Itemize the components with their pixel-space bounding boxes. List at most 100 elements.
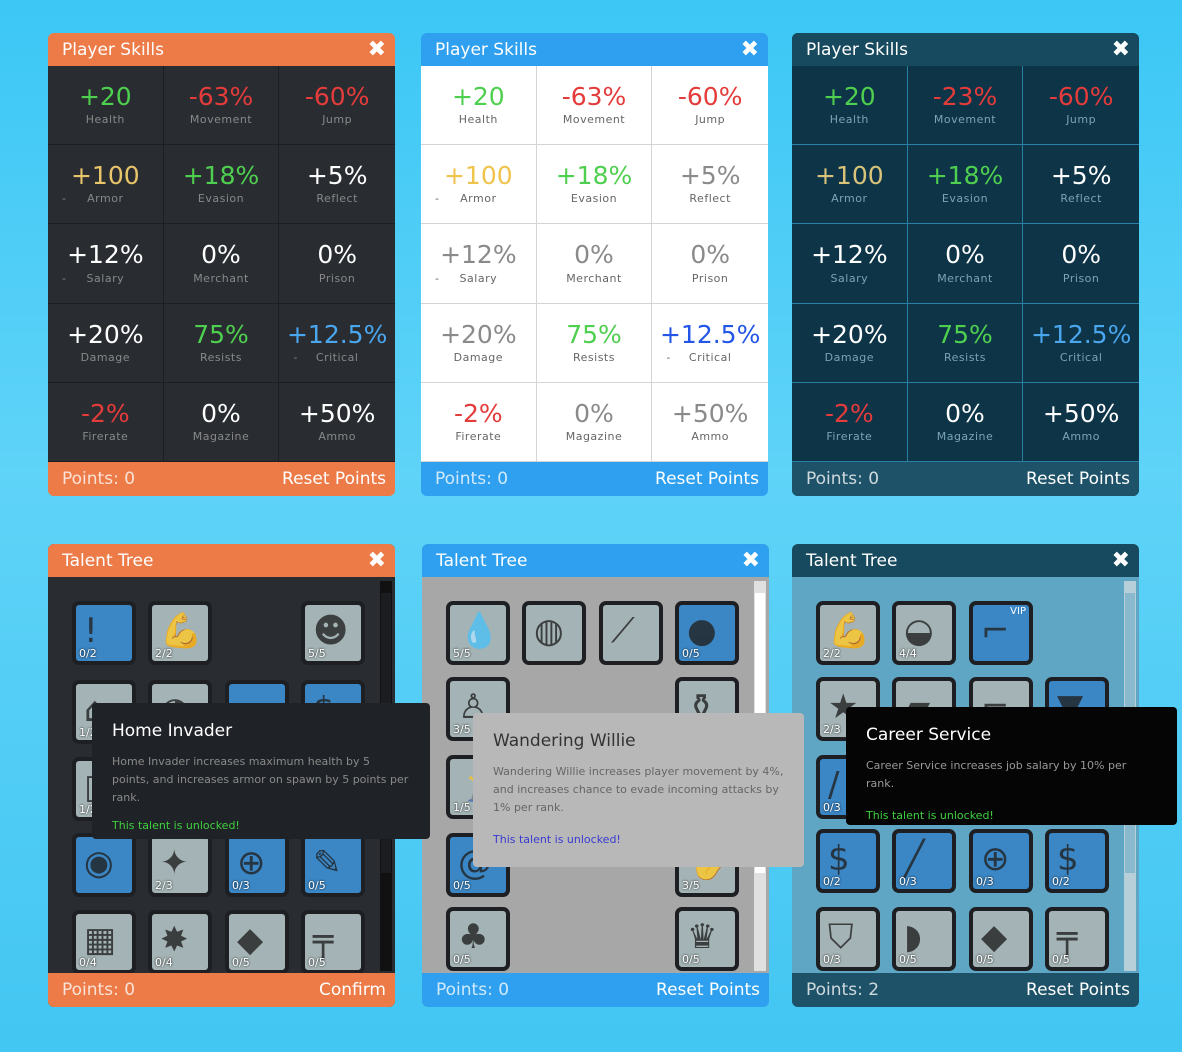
stones-icon[interactable]: ● 0/5 bbox=[675, 601, 739, 665]
skill-cell[interactable]: +5% Reflect bbox=[279, 145, 395, 225]
skill-cell[interactable]: -63% Movement bbox=[163, 66, 280, 146]
skill-cell[interactable]: 0% Merchant bbox=[163, 224, 280, 304]
blood-drops-icon[interactable]: 💧 5/5 bbox=[446, 601, 510, 665]
skill-cell[interactable]: +20% Damage bbox=[48, 303, 164, 383]
skill-cell[interactable]: +12.5% Critical - bbox=[279, 304, 395, 383]
crown-icon[interactable]: ♛ 0/5 bbox=[675, 907, 739, 971]
skill-cell[interactable]: +5% Reflect bbox=[1023, 145, 1139, 225]
bullet-tag-icon[interactable]: ◆ 0/5 bbox=[225, 910, 289, 973]
skill-cell[interactable]: +50% Ammo bbox=[279, 383, 395, 462]
skill-cell[interactable]: 75% Resists bbox=[907, 303, 1024, 383]
decrease-button[interactable]: - bbox=[62, 192, 66, 206]
army-shield-icon[interactable]: ⛉ 0/3 bbox=[816, 907, 880, 971]
skill-cell[interactable]: 75% Resists bbox=[163, 303, 280, 383]
reset-points-button[interactable]: Reset Points bbox=[656, 980, 760, 1000]
skill-cell[interactable]: +18% Evasion bbox=[163, 145, 280, 225]
reset-points-button[interactable]: Reset Points bbox=[1026, 469, 1130, 489]
muscle-arm-icon[interactable]: 💪 2/2 bbox=[816, 601, 880, 665]
skill-cell[interactable]: -2% Firerate bbox=[48, 382, 164, 462]
brick-wall-runner-icon[interactable]: ▦ 0/4 bbox=[72, 910, 136, 973]
confirm-button[interactable]: Confirm bbox=[318, 980, 386, 1000]
decrease-button[interactable]: - bbox=[666, 350, 671, 364]
skill-cell[interactable]: +12% Salary - bbox=[48, 224, 164, 304]
masked-robber-icon[interactable]: ☻ 5/5 bbox=[301, 601, 365, 665]
close-icon[interactable]: ✖ bbox=[741, 547, 760, 573]
muscle-arm-icon[interactable]: 💪 2/2 bbox=[148, 601, 212, 665]
skill-cell[interactable]: -60% Jump bbox=[1023, 66, 1139, 146]
assault-rifle-icon[interactable]: ╤ 0/5 bbox=[301, 910, 365, 973]
skill-cell[interactable]: +12.5% Critical - bbox=[652, 304, 768, 383]
skill-cell[interactable]: -60% Jump bbox=[652, 66, 768, 146]
skill-cell[interactable]: +12.5% Critical bbox=[1023, 304, 1139, 383]
pill-face-icon[interactable]: ◍ bbox=[522, 601, 586, 665]
nightstick-icon[interactable]: ╱ 0/3 bbox=[892, 829, 956, 893]
karate-kick-icon[interactable]: ✦ 2/3 bbox=[148, 833, 212, 897]
reset-points-button[interactable]: Reset Points bbox=[282, 469, 386, 489]
skill-cell[interactable]: +100 Armor bbox=[792, 145, 908, 225]
skill-cell[interactable]: +20% Damage bbox=[421, 303, 537, 383]
wandering-willie-tooltip: Wandering Willie Wandering Willie increa… bbox=[473, 713, 804, 867]
reset-points-button[interactable]: Reset Points bbox=[1026, 980, 1130, 1000]
skill-cell[interactable]: 0% Prison bbox=[1023, 224, 1139, 304]
close-icon[interactable]: ✖ bbox=[367, 36, 386, 62]
crosshair-icon[interactable]: ⊕ 0/3 bbox=[225, 833, 289, 897]
skill-cell[interactable]: +18% Evasion bbox=[907, 145, 1024, 225]
skill-cell[interactable]: +20 Health bbox=[421, 66, 537, 146]
skill-cell[interactable]: +100 Armor - bbox=[421, 145, 537, 225]
skill-cell[interactable]: 0% Magazine bbox=[163, 382, 280, 462]
skill-cell[interactable]: +50% Ammo bbox=[1023, 383, 1139, 462]
skill-cell[interactable]: 0% Magazine bbox=[907, 382, 1024, 462]
knife-attacker-icon[interactable]: ✎ 0/5 bbox=[301, 833, 365, 897]
knife-icon[interactable]: ⟋ bbox=[599, 601, 663, 665]
skill-cell[interactable]: +50% Ammo bbox=[652, 383, 768, 462]
skill-cell[interactable]: 75% Resists bbox=[536, 303, 653, 383]
skill-cell[interactable]: +5% Reflect bbox=[652, 145, 768, 225]
skill-cell[interactable]: +18% Evasion bbox=[536, 145, 653, 225]
crosshair-badge-icon[interactable]: ⊕ 0/3 bbox=[969, 829, 1033, 893]
talent-glyph: ⊕ bbox=[237, 843, 266, 883]
close-icon[interactable]: ✖ bbox=[1111, 36, 1130, 62]
clover-icon[interactable]: ♣ 0/5 bbox=[446, 907, 510, 971]
money-bullet-icon[interactable]: $0/2 bbox=[816, 829, 880, 893]
talent-rank: 5/5 bbox=[453, 647, 471, 660]
skill-cell[interactable]: +20 Health bbox=[48, 66, 164, 146]
skill-cell[interactable]: -63% Movement bbox=[536, 66, 653, 146]
police-cap-icon[interactable]: ◒ 4/4 bbox=[892, 601, 956, 665]
skill-label: Firerate bbox=[826, 430, 873, 444]
eye-target-icon[interactable]: ◉ bbox=[72, 833, 136, 897]
close-icon[interactable]: ✖ bbox=[1111, 547, 1130, 573]
close-icon[interactable]: ✖ bbox=[740, 36, 759, 62]
bullet-tag-icon[interactable]: ◆ 0/5 bbox=[969, 907, 1033, 971]
skill-label: Jump bbox=[1066, 113, 1097, 127]
alert-group-icon[interactable]: ! 0/2 bbox=[72, 601, 136, 665]
skill-cell[interactable]: -23% Movement bbox=[907, 66, 1024, 146]
skill-cell[interactable]: -2% Firerate bbox=[792, 382, 908, 462]
assault-rifle-icon[interactable]: ╤ 0/5 bbox=[1045, 907, 1109, 971]
cash-hand-icon[interactable]: $0/2 bbox=[1045, 829, 1109, 893]
panel-footer: Points: 2 Reset Points bbox=[792, 973, 1139, 1007]
decrease-button[interactable]: - bbox=[293, 350, 298, 364]
decrease-button[interactable]: - bbox=[435, 192, 439, 206]
skill-cell[interactable]: +12% Salary bbox=[792, 224, 908, 304]
revolver-icon[interactable]: ⌐ VIP bbox=[969, 601, 1033, 665]
skill-cell[interactable]: +20% Damage bbox=[792, 303, 908, 383]
helmet-icon[interactable]: ◗ 0/5 bbox=[892, 907, 956, 971]
close-icon[interactable]: ✖ bbox=[367, 547, 386, 573]
explosion-icon[interactable]: ✸ 0/4 bbox=[148, 910, 212, 973]
decrease-button[interactable]: - bbox=[435, 271, 439, 285]
skill-cell[interactable]: +12% Salary - bbox=[421, 224, 537, 304]
skill-cell[interactable]: 0% Magazine bbox=[536, 382, 653, 462]
skill-cell[interactable]: +20 Health bbox=[792, 66, 908, 146]
skill-label: Firerate bbox=[82, 430, 129, 444]
skill-cell[interactable]: 0% Merchant bbox=[536, 224, 653, 304]
skill-cell[interactable]: -2% Firerate bbox=[421, 382, 537, 462]
skill-cell[interactable]: 0% Prison bbox=[279, 224, 395, 304]
skill-cell[interactable]: -60% Jump bbox=[279, 66, 395, 146]
reset-points-button[interactable]: Reset Points bbox=[655, 469, 759, 489]
skill-cell[interactable]: 0% Merchant bbox=[907, 224, 1024, 304]
skill-cell[interactable]: 0% Prison bbox=[652, 224, 768, 304]
skill-value: -63% bbox=[561, 81, 627, 111]
skill-value: +12.5% bbox=[286, 319, 388, 349]
decrease-button[interactable]: - bbox=[62, 271, 66, 285]
skill-cell[interactable]: +100 Armor - bbox=[48, 145, 164, 225]
